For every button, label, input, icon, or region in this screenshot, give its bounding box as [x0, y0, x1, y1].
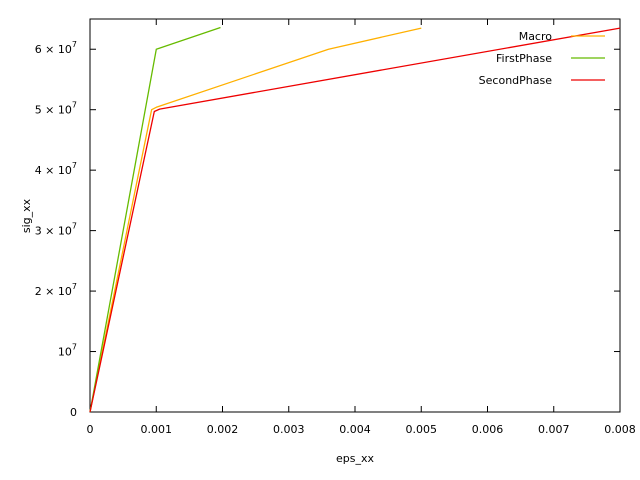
- y-tick-mantissa: 2 × 10: [35, 285, 72, 298]
- y-tick-mantissa: 10: [58, 346, 72, 359]
- x-tick-label: 0.006: [472, 423, 504, 436]
- y-tick-exponent: 7: [72, 161, 77, 170]
- x-tick-label: 0: [87, 423, 94, 436]
- x-tick-label: 0.005: [406, 423, 438, 436]
- series-line-firstphase: [89, 26, 221, 413]
- y-tick-label: 3 × 107: [35, 222, 77, 238]
- x-tick-label: 0.003: [273, 423, 305, 436]
- x-tick-label: 0.007: [538, 423, 570, 436]
- y-tick-exponent: 7: [72, 282, 77, 291]
- series-line-macro: [89, 27, 422, 413]
- x-tick-label: 0.004: [339, 423, 371, 436]
- y-tick-label: 5 × 107: [35, 101, 77, 117]
- y-tick-label: 6 × 107: [35, 40, 77, 56]
- y-tick-label: 0: [70, 406, 77, 419]
- y-axis-label: sig_xx: [20, 198, 33, 233]
- legend: Macro FirstPhase SecondPhase: [479, 30, 605, 87]
- series-line-secondphase: [89, 27, 621, 413]
- legend-label: FirstPhase: [496, 52, 552, 65]
- x-axis-label: eps_xx: [336, 452, 374, 465]
- ticks: [89, 19, 621, 413]
- x-tick-label: 0.002: [207, 423, 239, 436]
- y-tick-exponent: 7: [72, 40, 77, 49]
- tick-labels: 0 0.001 0.002 0.003 0.004 0.005 0.006 0.007 0.00…: [35, 40, 636, 436]
- series-lines: [89, 26, 621, 413]
- y-tick-exponent: 7: [72, 222, 77, 231]
- y-tick-mantissa: 4 × 10: [35, 164, 72, 177]
- y-tick-mantissa: 5 × 10: [35, 104, 72, 117]
- legend-label: SecondPhase: [479, 74, 553, 87]
- legend-label: Macro: [519, 30, 553, 43]
- x-tick-label: 0.008: [604, 423, 636, 436]
- y-tick-label: 2 × 107: [35, 282, 77, 298]
- y-tick-mantissa: 0: [70, 406, 77, 419]
- y-tick-exponent: 7: [72, 101, 77, 110]
- y-tick-exponent: 7: [72, 343, 77, 352]
- y-tick-label: 4 × 107: [35, 161, 77, 177]
- y-tick-mantissa: 6 × 10: [35, 43, 72, 56]
- y-tick-mantissa: 3 × 10: [35, 225, 72, 238]
- y-tick-label: 107: [58, 343, 77, 359]
- x-tick-label: 0.001: [141, 423, 173, 436]
